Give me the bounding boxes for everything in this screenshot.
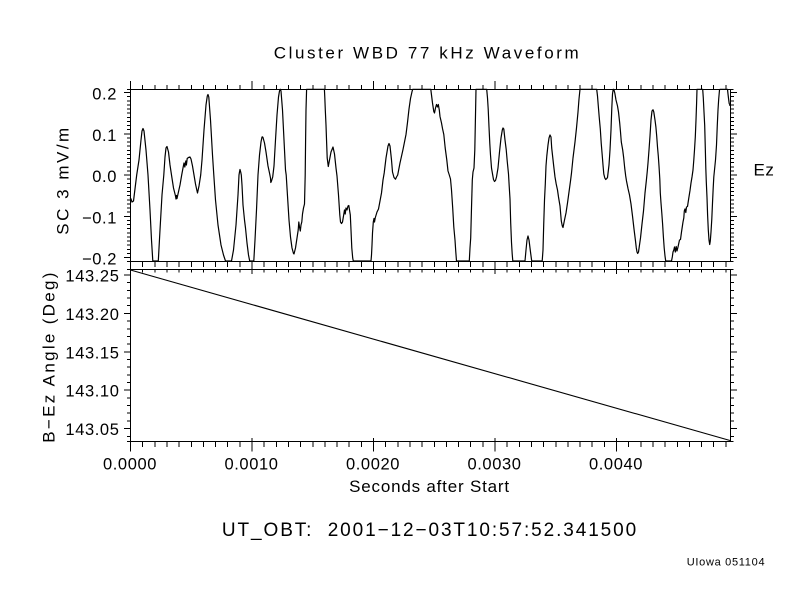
svg-text:0.2: 0.2	[92, 86, 117, 104]
svg-text:Seconds after Start: Seconds after Start	[349, 477, 510, 496]
svg-text:Ez: Ez	[754, 161, 775, 180]
svg-text:0.0: 0.0	[92, 168, 117, 186]
svg-text:143.05: 143.05	[65, 421, 119, 439]
svg-text:B−Ez Angle (Deg): B−Ez Angle (Deg)	[40, 270, 59, 442]
svg-text:0.0010: 0.0010	[224, 456, 278, 474]
svg-text:143.25: 143.25	[65, 268, 119, 286]
svg-text:−0.2: −0.2	[82, 251, 117, 269]
svg-text:−0.1: −0.1	[82, 209, 117, 227]
svg-text:0.0020: 0.0020	[346, 456, 400, 474]
svg-text:0.0040: 0.0040	[589, 456, 643, 474]
svg-text:UIowa 051104: UIowa 051104	[687, 557, 766, 569]
svg-text:143.20: 143.20	[65, 306, 119, 324]
svg-text:143.10: 143.10	[65, 383, 119, 401]
svg-text:Cluster WBD 77 kHz Waveform: Cluster WBD 77 kHz Waveform	[274, 44, 582, 63]
svg-text:0.1: 0.1	[92, 127, 117, 145]
svg-text:SC 3 mV/m: SC 3 mV/m	[54, 125, 73, 234]
svg-text:143.15: 143.15	[65, 344, 119, 362]
svg-text:0.0000: 0.0000	[103, 456, 157, 474]
svg-text:UT_OBT: 2001−12−03T10:57:52.3: UT_OBT: 2001−12−03T10:57:52.341500	[222, 520, 638, 541]
svg-text:0.0030: 0.0030	[467, 456, 521, 474]
